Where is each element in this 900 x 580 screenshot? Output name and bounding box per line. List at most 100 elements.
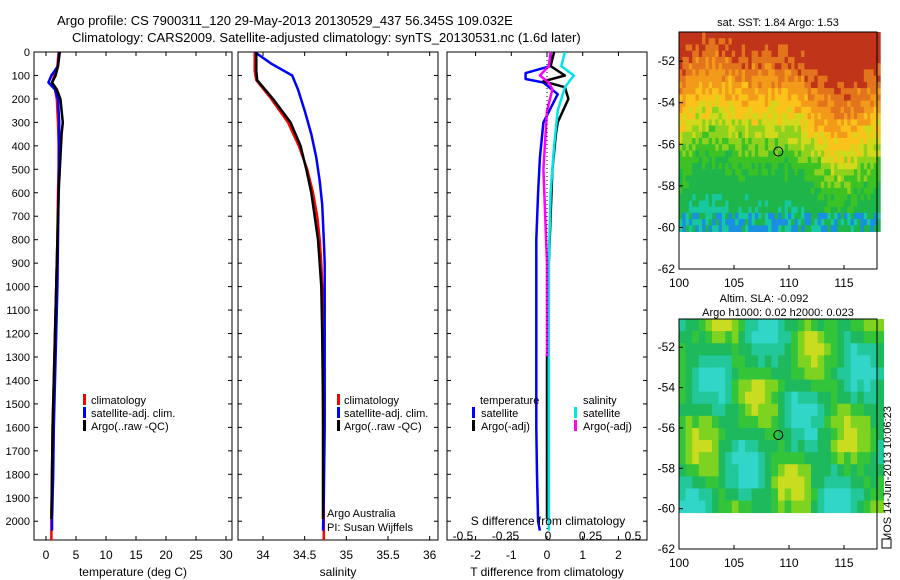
map-cell xyxy=(807,206,812,214)
map-cell xyxy=(688,225,693,232)
map-cell xyxy=(847,56,851,64)
map-cell xyxy=(735,144,739,151)
map-cell xyxy=(708,69,713,77)
map-cell xyxy=(712,379,719,393)
map-cell xyxy=(834,212,838,220)
map-cell xyxy=(817,355,825,368)
map-cell xyxy=(863,415,871,429)
map-cell xyxy=(738,125,743,133)
map-cell xyxy=(791,379,799,393)
map-cell xyxy=(820,219,825,226)
map-cell xyxy=(679,88,683,95)
map-cell xyxy=(731,56,736,64)
map-cell xyxy=(761,38,766,45)
xtick-label: 5 xyxy=(73,548,80,562)
map-cell xyxy=(745,88,749,95)
map-cell xyxy=(771,144,776,151)
xtick-label: -2 xyxy=(470,548,481,562)
map-cell xyxy=(877,476,884,489)
map-cell xyxy=(715,138,719,145)
map-cell xyxy=(758,415,766,429)
depth-tick-label: 1700 xyxy=(6,446,30,458)
map-cell xyxy=(705,81,710,89)
map-cell xyxy=(768,200,772,208)
map-cell xyxy=(758,100,762,108)
map-cell xyxy=(827,119,832,126)
map-cell xyxy=(712,219,716,226)
map-cell xyxy=(873,162,878,170)
map-cell xyxy=(817,113,822,120)
map-cell xyxy=(820,44,825,52)
map-cell xyxy=(857,181,861,189)
map-cell xyxy=(804,119,809,126)
map-cell xyxy=(863,187,868,195)
map-cell xyxy=(791,100,795,108)
map-cell xyxy=(857,138,861,145)
map-cell xyxy=(741,156,746,164)
map-cell xyxy=(695,187,700,195)
map-cell xyxy=(715,81,719,89)
map-cell xyxy=(764,187,769,195)
map-cell xyxy=(844,162,848,170)
map-cell xyxy=(728,212,733,220)
map-cell xyxy=(692,355,700,368)
salinity-legend: climatology satellite-adj. clim. Argo(..… xyxy=(337,394,428,433)
map-cell xyxy=(837,440,845,453)
map-cell xyxy=(824,169,828,176)
map-cell xyxy=(692,200,696,208)
map-cell xyxy=(850,113,855,120)
map-cell xyxy=(811,206,815,214)
map-ytick-label: -52 xyxy=(658,54,676,68)
map-cell xyxy=(685,50,690,58)
map-cell xyxy=(774,206,779,214)
map-cell xyxy=(721,44,726,52)
map-cell xyxy=(844,403,851,417)
map-cell xyxy=(738,144,743,151)
map-cell xyxy=(745,169,749,176)
map-cell xyxy=(688,75,693,83)
map-cell xyxy=(741,206,746,214)
map-cell xyxy=(698,212,703,220)
map-cell xyxy=(820,38,825,45)
map-cell xyxy=(695,113,700,120)
map-cell xyxy=(712,56,716,64)
map-cell xyxy=(764,403,772,417)
map-cell xyxy=(857,63,861,70)
map-cell xyxy=(778,464,785,477)
map-cell xyxy=(702,225,706,232)
salinity-xticks: 34 34.5 35 35.5 36 xyxy=(256,52,437,562)
map-cell xyxy=(715,206,719,214)
map-cell xyxy=(837,81,842,89)
map-cell xyxy=(741,38,746,45)
map-cell xyxy=(778,44,782,52)
map-cell xyxy=(824,63,828,70)
map-cell xyxy=(820,50,825,58)
map-cell xyxy=(787,169,792,176)
map-cell xyxy=(731,156,736,164)
map-cell xyxy=(728,131,733,139)
map-cell xyxy=(764,175,769,183)
map-cell xyxy=(787,131,792,139)
map-cell xyxy=(844,181,848,189)
map-cell xyxy=(728,56,733,64)
map-cell xyxy=(718,206,723,214)
map-cell xyxy=(761,63,766,70)
map-cell xyxy=(844,138,848,145)
map-cell xyxy=(771,379,779,393)
map-cell xyxy=(705,403,713,417)
map-cell xyxy=(814,125,818,133)
map-cell xyxy=(781,150,785,158)
map-cell xyxy=(801,150,805,158)
map-cell xyxy=(731,138,736,145)
map-cell xyxy=(820,131,825,139)
map-ytick-label: -58 xyxy=(658,179,676,193)
map-cell xyxy=(705,452,713,465)
map-cell xyxy=(692,100,696,108)
map-cell xyxy=(738,452,746,465)
xtick-label: 36 xyxy=(423,548,437,562)
map-cell xyxy=(853,212,858,220)
map-cell xyxy=(877,500,884,514)
map-cell xyxy=(751,131,756,139)
map-cell xyxy=(811,94,815,102)
map-cell xyxy=(794,100,799,108)
